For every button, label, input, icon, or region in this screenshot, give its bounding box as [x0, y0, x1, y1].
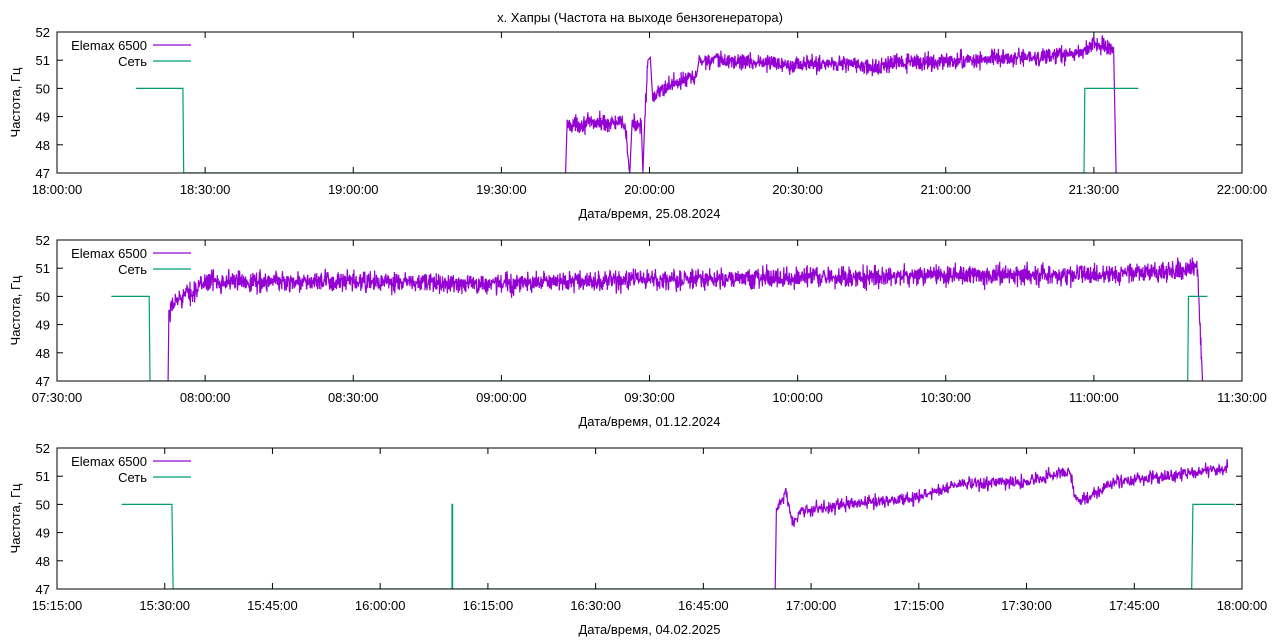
y-tick-label: 48: [36, 138, 50, 153]
x-tick-label: 19:30:00: [476, 182, 527, 197]
x-tick-label: 09:30:00: [624, 390, 675, 405]
chart-title: х. Хапры (Частота на выходе бензогенерат…: [497, 10, 783, 25]
y-tick-label: 51: [36, 261, 50, 276]
y-tick-label: 47: [36, 374, 50, 389]
x-tick-label: 16:00:00: [355, 598, 406, 613]
y-tick-label: 50: [36, 81, 50, 96]
y-tick-label: 50: [36, 497, 50, 512]
legend-label: Сеть: [118, 470, 147, 485]
x-tick-label: 15:15:00: [32, 598, 83, 613]
chart-panel-3: 15:15:00 15:30:00 15:45:00 16:00:00 16:15:00…: [8, 441, 1267, 637]
x-tick-label: 08:00:00: [180, 390, 231, 405]
y-axis-label: Частота, Гц: [8, 275, 23, 345]
x-tick-label: 15:45:00: [247, 598, 298, 613]
legend-label: Elemax 6500: [71, 454, 147, 469]
legend-label: Elemax 6500: [71, 246, 147, 261]
y-tick-label: 47: [36, 582, 50, 597]
series-line-grid: [111, 295, 1208, 381]
y-axis-label: Частота, Гц: [8, 67, 23, 137]
series-line-generator: [774, 458, 1229, 589]
y-tick-label: 48: [36, 346, 50, 361]
x-axis-label: Дата/время, 01.12.2024: [578, 414, 720, 429]
y-tick-label: 49: [36, 110, 50, 125]
x-tick-label: 22:00:00: [1217, 182, 1268, 197]
plot-frame: [56, 239, 1243, 382]
x-tick-label: 20:00:00: [624, 182, 675, 197]
y-tick-label: 52: [36, 233, 50, 248]
series-line-grid: [136, 87, 1139, 173]
x-tick-label: 10:00:00: [772, 390, 823, 405]
y-axis-label: Частота, Гц: [8, 483, 23, 553]
x-tick-label: 18:00:00: [1217, 598, 1268, 613]
x-tick-label: 20:30:00: [772, 182, 823, 197]
series-line-grid: [121, 503, 1235, 589]
x-tick-label: 16:30:00: [570, 598, 621, 613]
legend-label: Сеть: [118, 54, 147, 69]
x-tick-label: 16:15:00: [463, 598, 514, 613]
x-tick-label: 11:30:00: [1217, 390, 1267, 405]
x-axis-label: Дата/время, 25.08.2024: [578, 206, 720, 221]
x-tick-label: 17:15:00: [894, 598, 945, 613]
legend-label: Elemax 6500: [71, 38, 147, 53]
x-tick-label: 18:30:00: [180, 182, 231, 197]
y-tick-label: 47: [36, 166, 50, 181]
x-tick-label: 10:30:00: [920, 390, 971, 405]
chart-panel-1: 18:00:00 18:30:00 19:00:00 19:30:00 20:00:00…: [8, 25, 1267, 221]
y-tick-label: 52: [36, 25, 50, 40]
x-tick-label: 11:00:00: [1069, 390, 1119, 405]
y-tick-label: 51: [36, 53, 50, 68]
x-tick-label: 19:00:00: [328, 182, 379, 197]
plot-frame: [56, 447, 1243, 590]
x-axis-label: Дата/время, 04.02.2025: [578, 622, 720, 637]
chart-panels: 18:00:00 18:30:00 19:00:00 19:30:00 20:00:00…: [8, 25, 1267, 637]
y-tick-label: 50: [36, 289, 50, 304]
x-tick-label: 07:30:00: [32, 390, 83, 405]
y-tick-label: 52: [36, 441, 50, 456]
y-tick-label: 49: [36, 526, 50, 541]
chart-panel-2: 07:30:00 08:00:00 08:30:00 09:00:00 09:30:00…: [8, 233, 1267, 429]
x-tick-label: 21:00:00: [920, 182, 971, 197]
x-tick-label: 15:30:00: [139, 598, 190, 613]
x-tick-label: 21:30:00: [1069, 182, 1120, 197]
x-tick-label: 17:00:00: [786, 598, 837, 613]
x-tick-label: 18:00:00: [32, 182, 83, 197]
x-tick-label: 09:00:00: [476, 390, 527, 405]
y-tick-label: 48: [36, 554, 50, 569]
y-tick-label: 51: [36, 469, 50, 484]
legend-label: Сеть: [118, 262, 147, 277]
series-line-generator: [167, 257, 1204, 381]
x-tick-label: 17:30:00: [1001, 598, 1052, 613]
x-tick-label: 16:45:00: [678, 598, 729, 613]
y-tick-label: 49: [36, 318, 50, 333]
x-tick-label: 08:30:00: [328, 390, 379, 405]
series-line-generator: [565, 35, 1117, 173]
x-tick-label: 17:45:00: [1109, 598, 1160, 613]
